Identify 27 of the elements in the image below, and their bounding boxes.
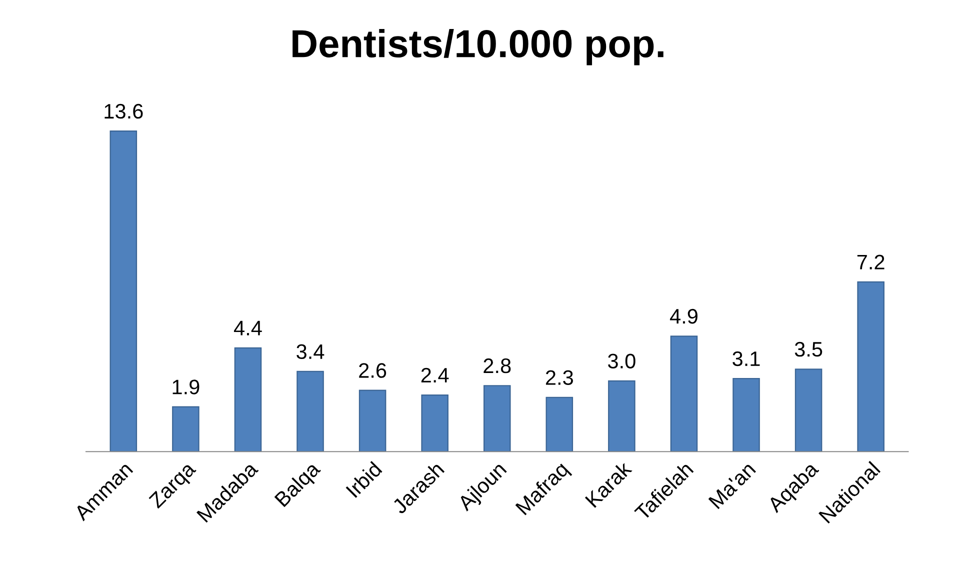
data-label: 3.4 (296, 344, 324, 360)
bar (358, 390, 386, 452)
data-label: 2.4 (421, 368, 449, 382)
data-label: 3.1 (732, 351, 760, 366)
data-label: 13.6 (104, 104, 143, 119)
data-label: 3.5 (794, 342, 822, 357)
bar (234, 347, 262, 452)
bar (670, 336, 698, 452)
bar (857, 281, 884, 452)
data-label: 4.9 (670, 308, 698, 324)
data-label: 1.9 (172, 380, 200, 394)
bar (483, 385, 511, 452)
bar (421, 394, 448, 452)
bar (296, 370, 324, 452)
bar (794, 368, 822, 452)
data-label: 2.6 (359, 363, 386, 378)
bar (546, 396, 574, 452)
bar (110, 130, 138, 452)
bar (608, 380, 636, 452)
data-label: 3.0 (608, 354, 636, 368)
bar (732, 378, 760, 452)
data-label: 2.3 (546, 370, 573, 385)
data-label: 4.4 (234, 320, 262, 336)
chart-title: Dentists/10.000 pop. (292, 28, 664, 66)
data-label: 7.2 (857, 254, 884, 270)
bar (172, 406, 200, 452)
data-label: 2.8 (484, 358, 511, 374)
